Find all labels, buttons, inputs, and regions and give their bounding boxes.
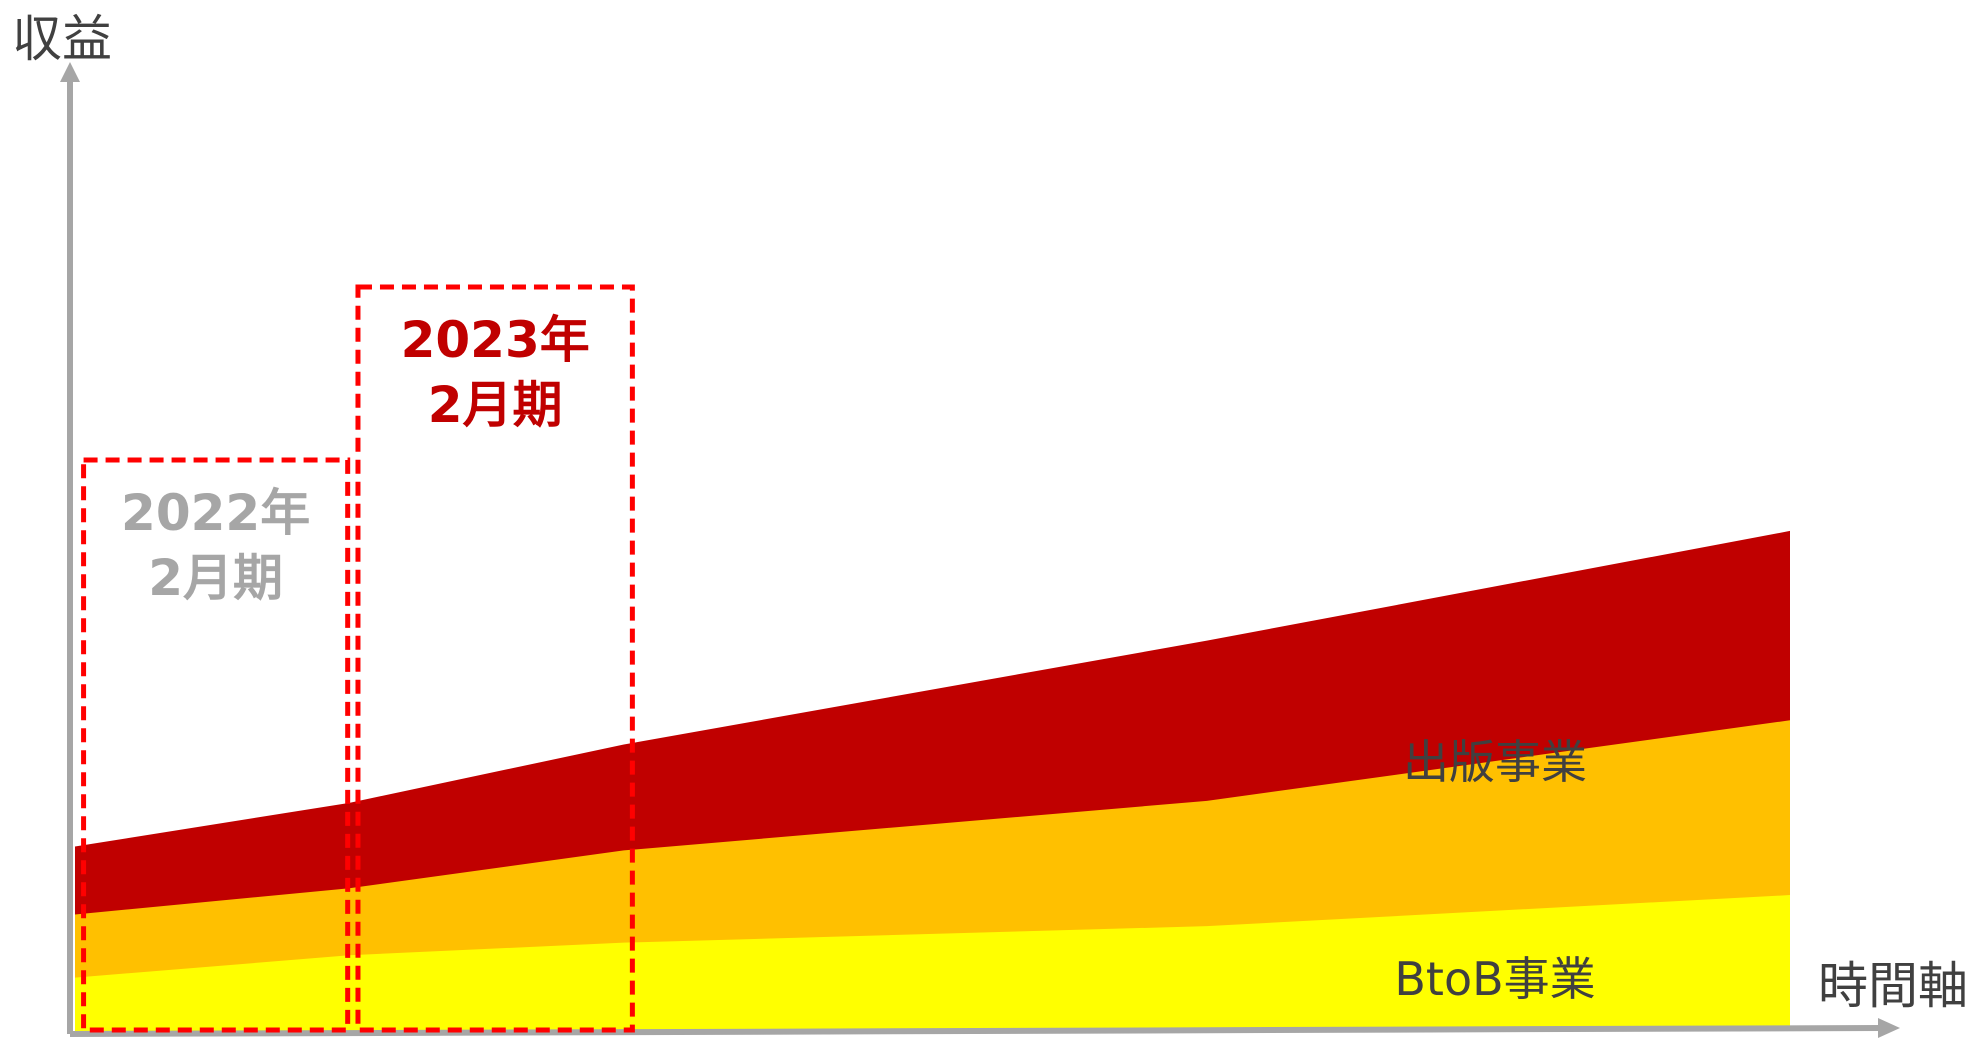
period-label-year-2: 2023年 (401, 311, 590, 369)
period-label-year-1: 2022年 (121, 484, 310, 542)
period-label-term-2: 2月期 (428, 376, 563, 434)
y-axis-arrow-icon (60, 62, 80, 82)
y-axis-title: 収益 (12, 10, 112, 68)
x-axis-line (69, 1025, 1883, 1037)
series-label-2: 出版事業 (1403, 735, 1587, 789)
series-label-1: BtoB事業 (1394, 952, 1595, 1006)
axes (60, 62, 1900, 1038)
series-label-3: IP事業 (1428, 385, 1561, 439)
area-bands (75, 530, 1790, 1031)
x-axis-title: 時間軸 (1818, 957, 1968, 1015)
area-band-1 (75, 895, 1790, 1031)
period-label-term-1: 2月期 (148, 549, 283, 607)
x-axis-arrow-icon (1878, 1018, 1900, 1038)
period-box-2 (355, 284, 635, 1033)
period-annotations: 2022年 2月期 2023年 2月期 (81, 284, 635, 1033)
period-box-1 (81, 457, 351, 1033)
